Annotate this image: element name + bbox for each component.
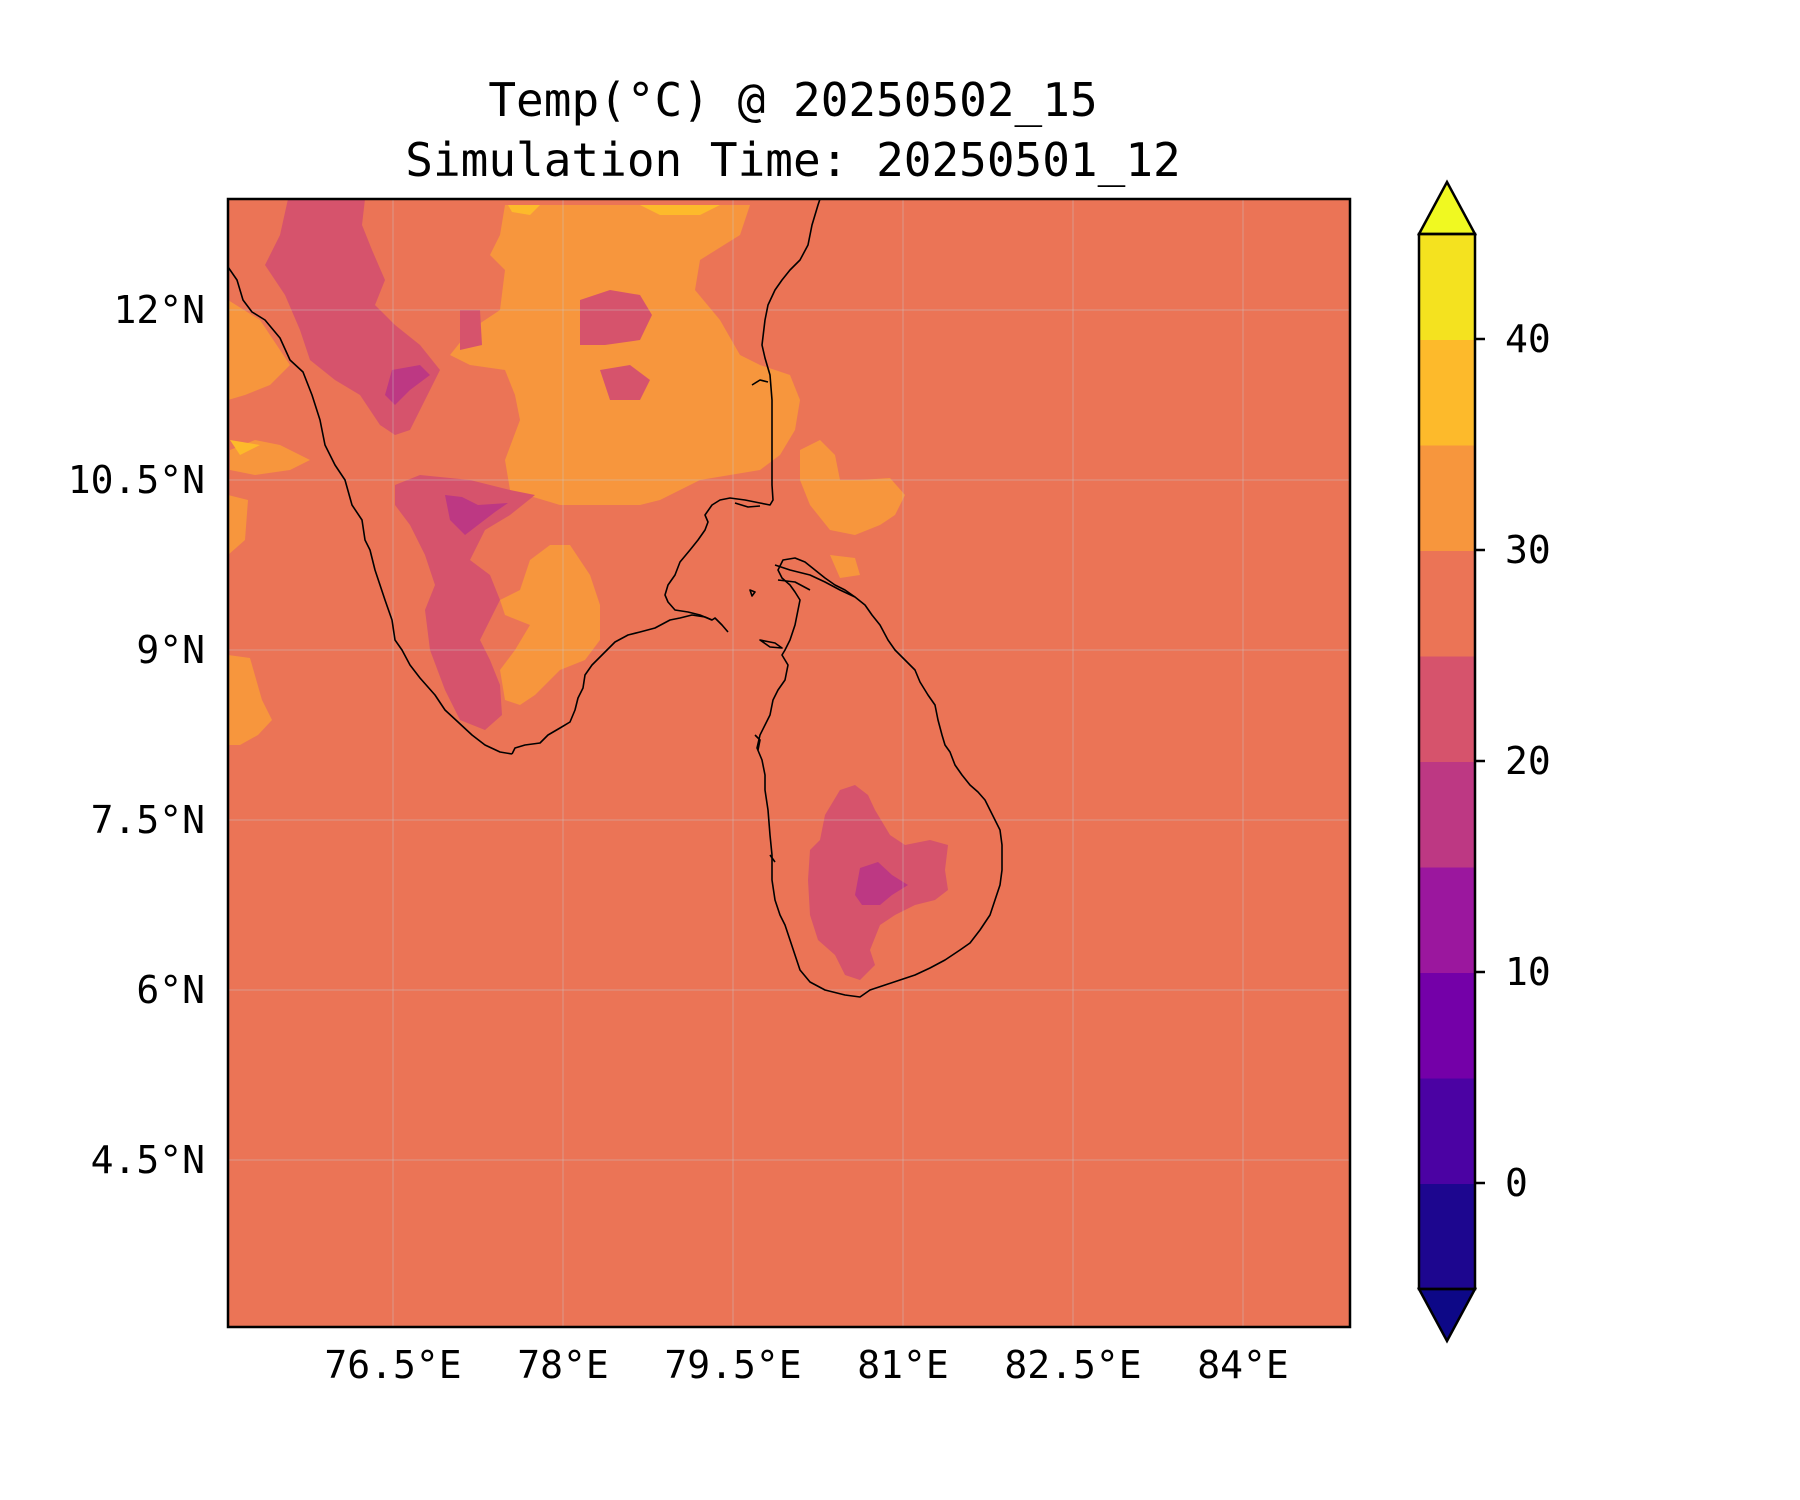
india-southeast-coast — [664, 199, 821, 621]
title-line-2: Simulation Time: 20250501_12 — [405, 133, 1181, 187]
colorbar-band — [1419, 972, 1475, 1079]
y-axis-ticks: 12°N 10.5°N 9°N 7.5°N 6°N 4.5°N — [68, 288, 205, 1182]
x-tick-label: 82.5°E — [1004, 1343, 1141, 1387]
india-west-coast — [228, 266, 513, 755]
x-tick-label: 76.5°E — [324, 1343, 461, 1387]
colorbar-tick-label: 10 — [1505, 950, 1551, 994]
map-gridlines — [228, 199, 1350, 1327]
map-title: Temp(°C) @ 20250502_15 Simulation Time: … — [228, 70, 1358, 190]
warm-band-regions — [228, 205, 905, 745]
x-tick-label: 79.5°E — [664, 1343, 801, 1387]
colorbar-band — [1419, 339, 1475, 446]
colorbar-tick-label: 30 — [1505, 528, 1551, 572]
colorbar-bands — [1419, 234, 1475, 1290]
y-tick-label: 7.5°N — [91, 798, 205, 842]
colorbar-band — [1419, 656, 1475, 762]
sri-lanka-jaffna — [774, 564, 856, 598]
hot-band-spots — [230, 205, 720, 455]
x-tick-label: 78°E — [517, 1343, 609, 1387]
y-tick-label: 10.5°N — [68, 458, 205, 502]
colorbar-max-extend-triangle — [1416, 179, 1478, 236]
colorbar-tick-marks — [1475, 337, 1485, 1185]
y-tick-label: 9°N — [136, 628, 205, 672]
map-frame — [226, 197, 1352, 1329]
coldest-band-spots — [385, 365, 908, 905]
colorbar-band — [1419, 761, 1475, 868]
sri-lanka — [756, 557, 1003, 998]
y-tick-label: 4.5°N — [91, 1138, 205, 1182]
colorbar-band — [1419, 1183, 1475, 1290]
x-tick-label: 81°E — [857, 1343, 949, 1387]
sri-lanka-islands — [749, 589, 783, 863]
colorbar-band — [1419, 1078, 1475, 1184]
title-line-1: Temp(°C) @ 20250502_15 — [488, 73, 1098, 127]
x-axis-ticks: 76.5°E 78°E 79.5°E 81°E 82.5°E 84°E — [324, 1343, 1288, 1387]
temperature-field — [228, 199, 1350, 1327]
colorbar-min-extend-triangle — [1416, 1287, 1478, 1344]
y-tick-label: 12°N — [113, 288, 205, 332]
x-tick-label: 84°E — [1197, 1343, 1289, 1387]
india-east-bay — [734, 379, 769, 508]
colorbar-band — [1419, 445, 1475, 551]
y-tick-label: 6°N — [136, 968, 205, 1012]
colorbar-tick-label: 0 — [1505, 1161, 1528, 1205]
colorbar-tick-label: 40 — [1505, 317, 1551, 361]
colorbar-band — [1419, 234, 1475, 340]
colorbar-band — [1419, 550, 1475, 657]
coastlines — [228, 199, 1003, 998]
colorbar-tick-label: 20 — [1505, 739, 1551, 783]
colorbar: 40 30 20 10 0 — [1416, 179, 1551, 1344]
colorbar-band — [1419, 867, 1475, 973]
